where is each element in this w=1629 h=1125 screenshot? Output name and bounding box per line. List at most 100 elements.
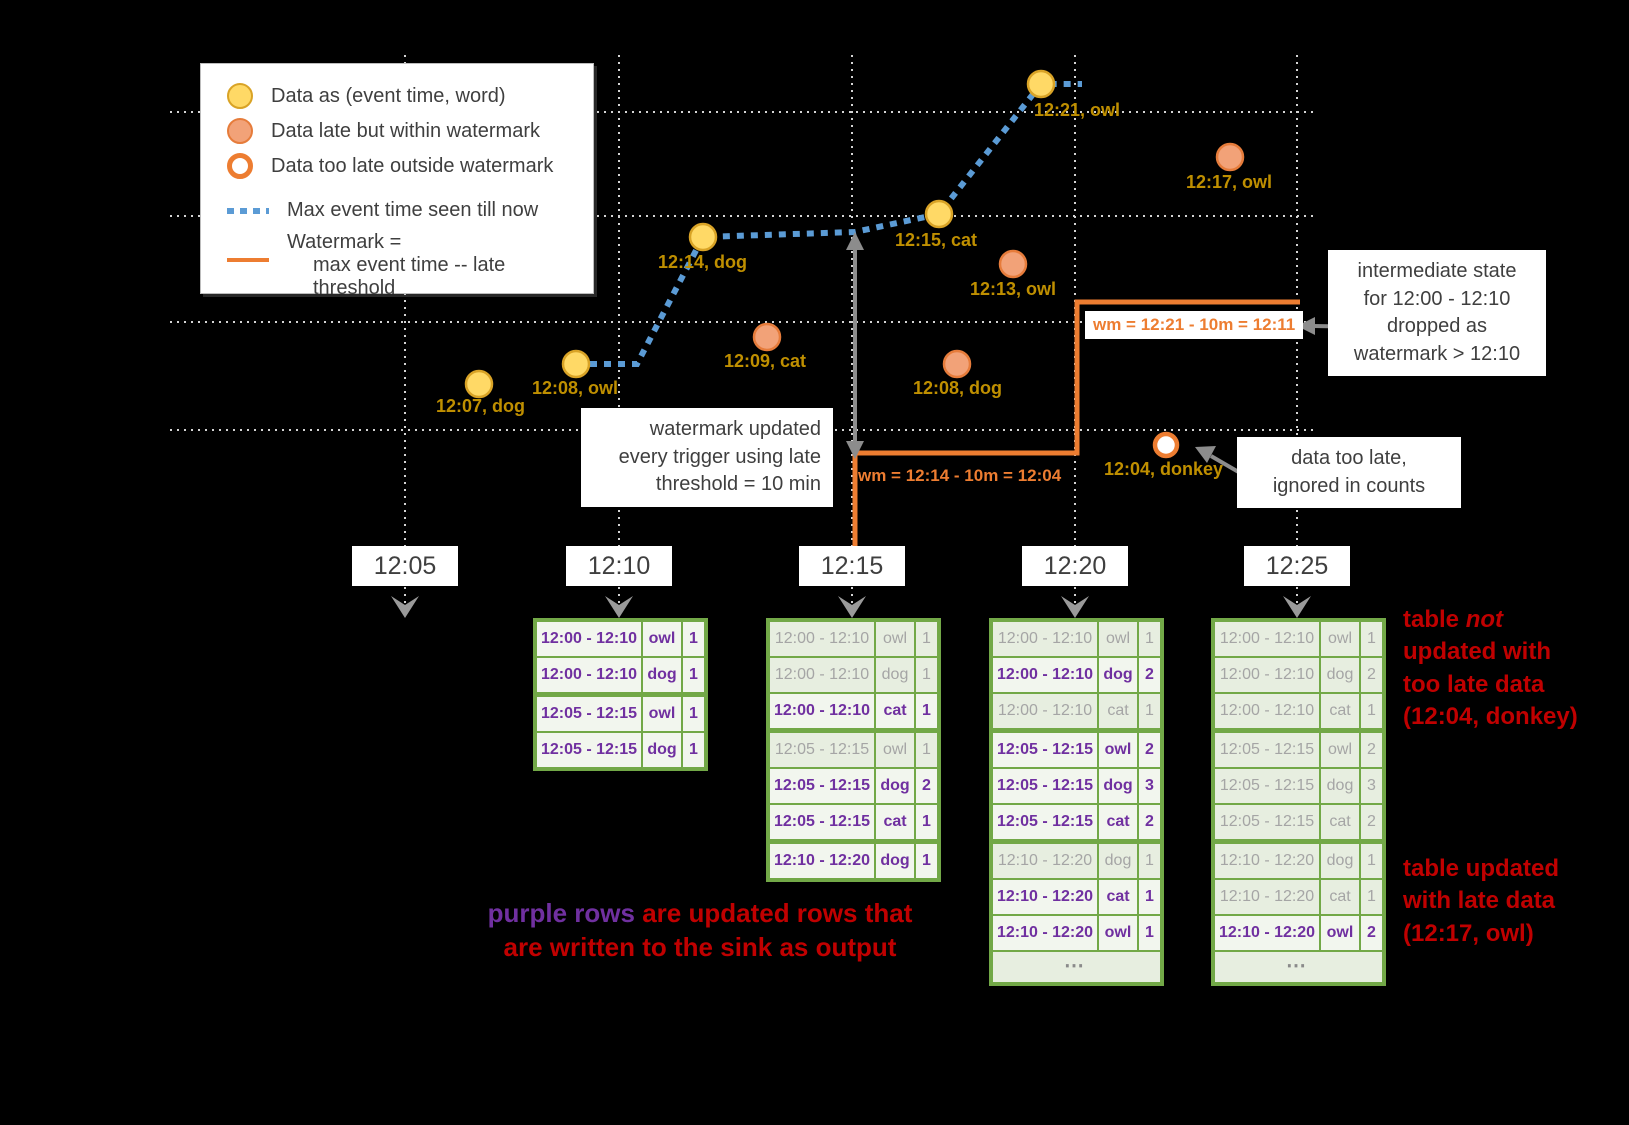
annotation-text: table <box>1403 606 1466 633</box>
annotation-line: (12:17, owl) <box>1403 919 1534 947</box>
too-late-icon <box>227 153 253 179</box>
cell-count: 2 <box>1361 916 1382 950</box>
result-row: 12:05 - 12:15 dog 1 <box>537 733 704 767</box>
cell-count: 2 <box>1361 733 1382 767</box>
cell-count: 1 <box>683 697 704 731</box>
cell-word: dog <box>876 658 914 692</box>
cell-count: 2 <box>1361 805 1382 839</box>
result-row: 12:10 - 12:20 dog 1 <box>993 844 1160 878</box>
cell-window: 12:10 - 12:20 <box>770 844 874 878</box>
cell-count: 3 <box>1139 769 1160 803</box>
purple-rows-highlight: purple rows <box>487 898 635 928</box>
result-row: 12:00 - 12:10 dog 1 <box>770 658 937 692</box>
cell-count: 2 <box>1139 805 1160 839</box>
cell-window: 12:05 - 12:15 <box>993 769 1097 803</box>
cell-window: 12:00 - 12:10 <box>770 622 874 656</box>
cell-count: 1 <box>916 694 937 728</box>
cell-count: 3 <box>1361 769 1382 803</box>
point-label: 12:08, owl <box>532 378 619 398</box>
cell-word: cat <box>876 694 914 728</box>
cell-window: 12:10 - 12:20 <box>993 916 1097 950</box>
axis-tick-3: 12:20 <box>1022 546 1128 586</box>
cell-count: 1 <box>916 622 937 656</box>
cell-word: dog <box>1321 769 1359 803</box>
axis-tick-2: 12:15 <box>799 546 905 586</box>
result-row: 12:05 - 12:15 cat 2 <box>1215 805 1382 839</box>
cell-window: 12:00 - 12:10 <box>993 622 1097 656</box>
legend-label: Data late but within watermark <box>271 120 540 143</box>
data-point-on-time <box>1026 69 1056 99</box>
cell-window: 12:05 - 12:15 <box>993 733 1097 767</box>
legend-label-line: max event time -- late threshold <box>313 254 506 299</box>
annotation-line: with late data <box>1403 887 1556 915</box>
watermark-line-icon <box>227 258 269 262</box>
result-table-1210: 12:00 - 12:10 owl 1 12:00 - 12:10 dog 1 12:05 … <box>533 618 708 771</box>
annotation-text: are updated rows that <box>634 898 913 928</box>
cell-window: 12:05 - 12:15 <box>770 805 874 839</box>
cell-word: dog <box>1321 844 1359 878</box>
cell-word: cat <box>1099 805 1137 839</box>
legend-label-line: Data late but within watermark <box>271 119 541 142</box>
callout-too-late: data too late, ignored in counts <box>1237 437 1461 509</box>
result-table-1215: 12:00 - 12:10 owl 1 12:00 - 12:10 dog 1 12:00 … <box>766 618 941 882</box>
annotation-updated-late: table updated with late data (12:17, owl… <box>1403 853 1559 950</box>
result-row: 12:10 - 12:20 owl 1 <box>993 916 1160 950</box>
watermark-line <box>852 299 1300 546</box>
cell-window: 12:05 - 12:15 <box>770 769 874 803</box>
point-label: 12:09, cat <box>724 351 807 371</box>
data-point-late <box>752 322 782 352</box>
data-point-on-time <box>688 222 718 252</box>
cell-window: 12:10 - 12:20 <box>1215 880 1319 914</box>
annotation-line: (12:04, donkey) <box>1403 703 1578 731</box>
point-label: 12:13, owl <box>970 279 1057 299</box>
cell-count: 1 <box>916 805 937 839</box>
data-point-too-late <box>1152 431 1180 459</box>
annotation-italic-not: not <box>1465 606 1503 633</box>
legend: Data as (event time, word) Data late but … <box>200 63 594 299</box>
result-row: 12:10 - 12:20 dog 1 <box>1215 844 1382 878</box>
data-point-on-time <box>561 349 591 379</box>
result-row: 12:05 - 12:15 dog 3 <box>1215 769 1382 803</box>
cell-count: 1 <box>1139 694 1160 728</box>
cell-word: cat <box>1321 805 1359 839</box>
cell-window: 12:05 - 12:15 <box>537 697 641 731</box>
data-points <box>464 69 1245 459</box>
result-row: 12:05 - 12:15 owl 2 <box>993 733 1160 767</box>
callout-intermediate-state: intermediate state for 12:00 - 12:10 dro… <box>1328 250 1546 377</box>
cell-count: 1 <box>683 622 704 656</box>
cell-count: 1 <box>1139 622 1160 656</box>
axis-tick-4: 12:25 <box>1244 546 1350 586</box>
data-point-on-time <box>464 369 494 399</box>
result-row: 12:10 - 12:20 dog 1 <box>770 844 937 878</box>
result-row: 12:00 - 12:10 cat 1 <box>770 694 937 728</box>
annotation-line: purple rows are updated rows that <box>450 897 950 931</box>
result-row: 12:05 - 12:15 owl 2 <box>1215 733 1382 767</box>
watermark-value-label-2: wm = 12:21 - 10m = 12:11 <box>1085 311 1304 339</box>
cell-count: 1 <box>683 658 704 692</box>
result-row: 12:05 - 12:15 cat 1 <box>770 805 937 839</box>
result-table-1225: 12:00 - 12:10 owl 1 12:00 - 12:10 dog 2 12:00 … <box>1211 618 1386 986</box>
legend-label: Max event time seen till now <box>287 199 538 222</box>
cell-window: 12:05 - 12:15 <box>1215 769 1319 803</box>
result-row: 12:00 - 12:10 owl 1 <box>993 622 1160 656</box>
result-row: 12:00 - 12:10 dog 2 <box>993 658 1160 692</box>
cell-count: 1 <box>916 733 937 767</box>
cell-word: cat <box>1099 880 1137 914</box>
cell-count: 1 <box>1139 916 1160 950</box>
result-row: 12:10 - 12:20 cat 1 <box>1215 880 1382 914</box>
cell-count: 1 <box>683 733 704 767</box>
legend-items: Data as (event time, word) Data late but … <box>221 83 593 300</box>
legend-label-line: Data as (event time, word) <box>271 84 506 107</box>
cell-window: 12:10 - 12:20 <box>1215 916 1319 950</box>
cell-word: dog <box>643 658 681 692</box>
cell-window: 12:05 - 12:15 <box>537 733 641 767</box>
result-row: 12:05 - 12:15 cat 2 <box>993 805 1160 839</box>
cell-word: owl <box>1099 622 1137 656</box>
annotation-line: updated with <box>1403 638 1551 666</box>
annotation-not-updated: table not updated with too late data (12… <box>1403 604 1578 734</box>
point-label: 12:04, donkey <box>1104 459 1224 479</box>
cell-window: 12:00 - 12:10 <box>770 658 874 692</box>
data-point-on-time <box>924 199 954 229</box>
cell-word: owl <box>1099 733 1137 767</box>
